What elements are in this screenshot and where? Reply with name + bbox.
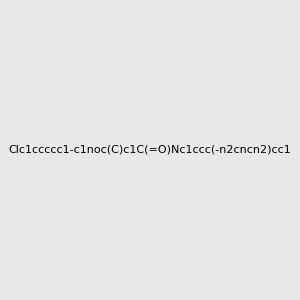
- Text: Clc1ccccc1-c1noc(C)c1C(=O)Nc1ccc(-n2cncn2)cc1: Clc1ccccc1-c1noc(C)c1C(=O)Nc1ccc(-n2cncn…: [9, 145, 291, 155]
